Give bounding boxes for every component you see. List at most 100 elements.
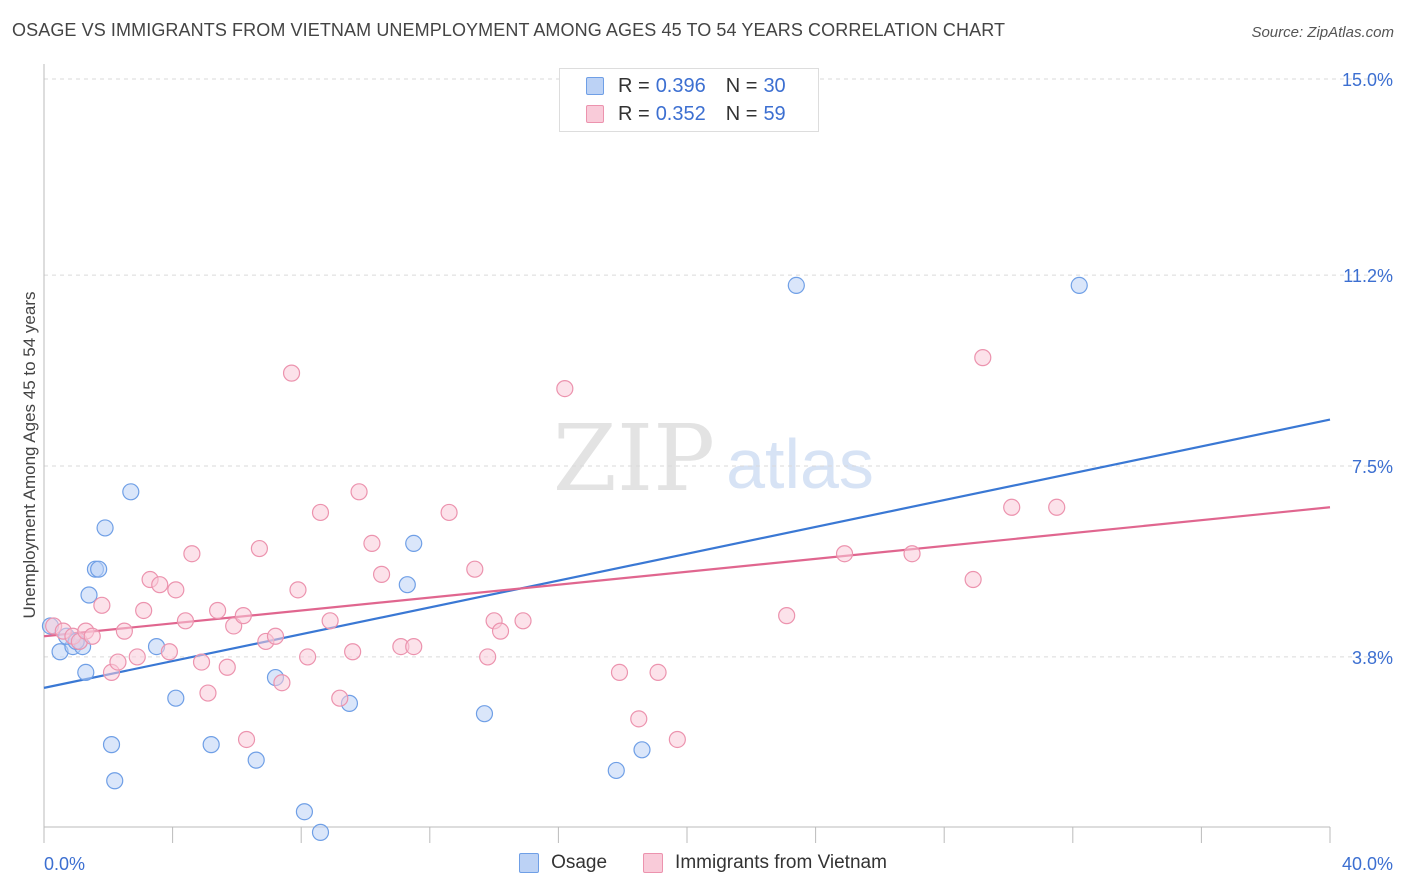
- osage-point: [295, 803, 314, 821]
- vietnam-point: [321, 612, 339, 630]
- x-tick-label: 40.0%: [1342, 854, 1393, 874]
- vietnam-point: [250, 539, 269, 558]
- osage-point: [398, 576, 416, 594]
- legend-r-label: R =: [618, 74, 650, 97]
- vietnam-point: [344, 643, 362, 661]
- osage-point: [90, 560, 108, 578]
- vietnam-point: [109, 653, 127, 671]
- vietnam-point: [466, 560, 484, 578]
- osage-point: [202, 736, 220, 754]
- vietnam-point: [668, 730, 686, 749]
- legend-row-vietnam: R = 0.352 N = 59: [586, 101, 786, 127]
- osage-point: [1070, 276, 1088, 294]
- vietnam-point: [479, 648, 497, 666]
- series-name-osage: Osage: [551, 852, 608, 873]
- vietnam-point: [83, 627, 101, 645]
- vietnam-point: [610, 663, 629, 682]
- y-tick-label: 3.8%: [1352, 648, 1393, 668]
- vietnam-point: [372, 565, 391, 583]
- vietnam-point: [514, 612, 532, 630]
- vietnam-point: [93, 596, 111, 614]
- vietnam-point: [835, 545, 854, 563]
- osage-point: [247, 751, 265, 769]
- vietnam-point: [440, 503, 458, 522]
- axes: [43, 64, 1331, 843]
- vietnam-point: [299, 648, 317, 666]
- osage-point: [405, 534, 423, 553]
- y-tick-label: 11.2%: [1343, 266, 1393, 286]
- vietnam-point: [234, 607, 252, 625]
- vietnam-point: [903, 545, 921, 563]
- vietnam-point: [363, 534, 381, 553]
- vietnam-point: [151, 576, 169, 594]
- series-legend: Osage Immigrants from Vietnam: [0, 852, 1406, 874]
- series-name-vietnam: Immigrants from Vietnam: [675, 852, 887, 873]
- vietnam-point: [167, 581, 185, 599]
- vietnam-point: [289, 581, 307, 599]
- osage-point: [787, 276, 805, 294]
- vietnam-point: [209, 601, 227, 620]
- legend-r-label: R =: [618, 102, 650, 125]
- y-tick-label: 7.5%: [1352, 457, 1393, 477]
- vietnam-point: [1048, 498, 1066, 516]
- vietnam-point: [311, 503, 330, 522]
- vietnam-point: [218, 658, 236, 676]
- watermark-zip: ZIP: [553, 405, 715, 512]
- vietnam-point: [282, 364, 301, 382]
- legend-n-value: 30: [763, 74, 786, 97]
- data-points: [41, 276, 1088, 841]
- vietnam-point: [115, 622, 133, 640]
- legend-r-value: 0.396: [655, 74, 706, 97]
- series-legend-vietnam[interactable]: Immigrants from Vietnam: [643, 852, 887, 874]
- legend-n-value: 59: [763, 102, 786, 125]
- chart-title: OSAGE VS IMMIGRANTS FROM VIETNAM UNEMPLO…: [12, 20, 1006, 40]
- vietnam-point: [160, 643, 178, 661]
- vietnam-point: [630, 710, 648, 728]
- source-label: Source: ZipAtlas.com: [1251, 24, 1394, 41]
- osage-point: [102, 736, 121, 754]
- vietnam-trend-line: [43, 506, 1331, 638]
- osage-point: [122, 483, 140, 501]
- vietnam-point: [1003, 498, 1021, 516]
- osage-point: [96, 519, 114, 537]
- vietnam-point: [350, 483, 368, 501]
- vietnam-point: [176, 612, 195, 630]
- vietnam-point: [199, 684, 217, 702]
- correlation-legend: R = 0.396 N = 30 R = 0.352 N = 59: [559, 68, 819, 132]
- x-tick-label: 0.0%: [44, 854, 85, 874]
- vietnam-point: [273, 674, 291, 692]
- vietnam-point: [183, 545, 201, 563]
- legend-n-label: N =: [725, 102, 758, 125]
- series-swatch-osage: [519, 853, 540, 873]
- vietnam-point: [649, 663, 667, 682]
- series-legend-osage[interactable]: Osage: [519, 852, 607, 874]
- vietnam-point: [405, 637, 423, 656]
- vietnam-point: [237, 730, 256, 749]
- osage-point: [106, 772, 124, 790]
- osage-point: [475, 705, 494, 723]
- legend-row-osage: R = 0.396 N = 30: [586, 73, 786, 99]
- osage-point: [77, 663, 95, 682]
- vietnam-point: [331, 689, 349, 707]
- legend-n-label: N =: [725, 74, 758, 97]
- legend-swatch-osage: [586, 77, 604, 95]
- legend-swatch-vietnam: [586, 105, 604, 123]
- watermark-atlas: atlas: [726, 425, 874, 503]
- vietnam-point: [266, 627, 285, 645]
- vietnam-point: [192, 653, 211, 671]
- series-swatch-vietnam: [643, 853, 664, 873]
- y-tick-label: 15.0%: [1342, 70, 1393, 90]
- grid-lines: [44, 78, 1395, 658]
- vietnam-point: [964, 570, 982, 589]
- vietnam-point: [974, 349, 992, 367]
- vietnam-point: [128, 648, 146, 666]
- osage-point: [80, 586, 98, 604]
- vietnam-point: [778, 607, 796, 625]
- legend-r-value: 0.352: [655, 102, 706, 125]
- tick-labels: 3.8% 7.5% 11.2% 15.0% 0.0% 40.0%: [44, 70, 1393, 874]
- osage-point: [633, 741, 651, 759]
- osage-point: [311, 823, 330, 841]
- vietnam-point: [135, 601, 153, 620]
- osage-point: [167, 689, 185, 707]
